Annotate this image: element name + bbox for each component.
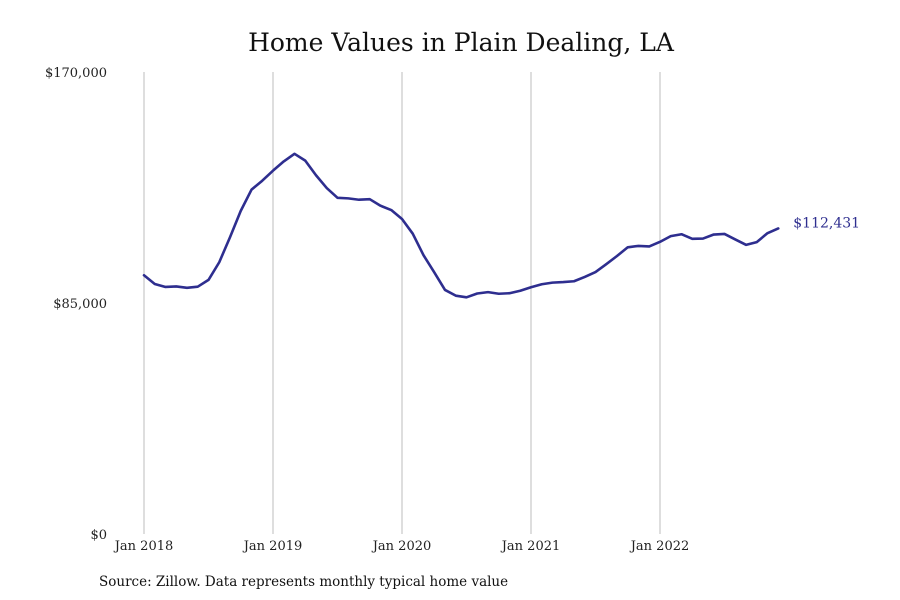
last-value-label: $112,431 xyxy=(793,215,860,231)
x-tick-label: Jan 2018 xyxy=(113,539,174,554)
x-axis-tick-labels: Jan 2018 Jan 2019 Jan 2020 Jan 2021 Jan 2022 xyxy=(113,539,690,554)
vertical-gridlines xyxy=(143,72,661,534)
source-note: Source: Zillow. Data represents monthly … xyxy=(99,574,508,590)
chart-title: Home Values in Plain Dealing, LA xyxy=(248,28,675,57)
x-tick-label: Jan 2019 xyxy=(242,539,303,554)
y-tick-label: $170,000 xyxy=(45,66,107,81)
x-tick-label: Jan 2022 xyxy=(629,539,690,554)
x-tick-label: Jan 2020 xyxy=(371,539,432,554)
x-tick-label: Jan 2021 xyxy=(500,539,561,554)
y-tick-label: $85,000 xyxy=(53,297,107,312)
y-tick-label: $0 xyxy=(90,528,107,543)
home-value-series-line xyxy=(142,152,780,299)
y-axis-tick-labels: $0 $85,000 $170,000 xyxy=(45,66,107,543)
